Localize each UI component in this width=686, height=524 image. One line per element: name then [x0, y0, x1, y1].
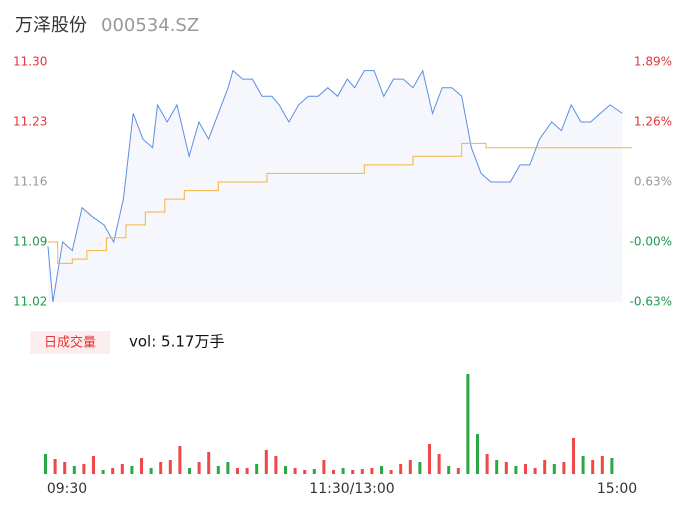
y2-tick-label: -0.00% — [630, 235, 672, 249]
volume-bar — [360, 469, 364, 474]
volume-bar — [437, 454, 441, 474]
volume-bar — [149, 468, 153, 474]
x-tick-label: 11:30/13:00 — [309, 481, 394, 497]
volume-bar — [476, 434, 479, 474]
volume-bar — [428, 444, 431, 474]
volume-bar — [572, 438, 575, 474]
volume-bar — [130, 466, 134, 474]
volume-bar — [188, 468, 191, 474]
volume-bar — [456, 468, 460, 474]
volume-bar — [101, 470, 105, 474]
y2-tick-label: 0.63% — [634, 175, 672, 189]
volume-bar — [322, 460, 326, 474]
volume-badge — [30, 331, 110, 354]
volume-bar — [63, 462, 67, 474]
volume-bar — [264, 450, 268, 474]
volume-bar — [447, 466, 451, 474]
volume-bar — [159, 462, 163, 474]
volume-bar — [293, 468, 297, 474]
price-line — [47, 69, 623, 303]
volume-bar — [485, 454, 489, 474]
y-tick-label: 11.30 — [13, 55, 47, 69]
volume-bar — [504, 462, 508, 474]
volume-bar — [53, 459, 57, 474]
volume-annotation: vol: 5.17万手 — [129, 333, 224, 351]
volume-bar — [274, 456, 278, 474]
volume-bar — [82, 464, 86, 474]
y2-tick-label: -0.63% — [630, 295, 672, 309]
volume-bar — [111, 468, 115, 474]
x-tick-label: 09:30 — [47, 481, 87, 497]
volume-bar — [120, 464, 124, 474]
volume-bar — [581, 456, 585, 474]
volume-bar — [303, 470, 307, 474]
volume-bar — [562, 462, 566, 474]
y-tick-label: 11.23 — [13, 115, 47, 129]
y2-tick-label: 1.26% — [634, 115, 672, 129]
volume-bar — [591, 460, 595, 474]
x-tick-label: 15:00 — [597, 481, 637, 497]
volume-bar — [207, 452, 211, 474]
volume-bar — [216, 466, 220, 474]
volume-bar — [140, 458, 143, 474]
stock-code: 000534.SZ — [101, 15, 199, 36]
volume-bar — [168, 460, 172, 474]
y2-tick-label: 1.89% — [634, 55, 672, 69]
volume-bar — [226, 462, 230, 474]
volume-title: 日成交量 — [44, 335, 96, 351]
volume-bar — [245, 468, 249, 474]
volume-bar — [466, 374, 470, 474]
volume-bar — [524, 464, 527, 474]
volume-bar — [408, 460, 412, 474]
volume-bar — [389, 470, 393, 474]
y-tick-label: 11.02 — [13, 295, 47, 309]
volume-bar — [178, 446, 182, 474]
volume-bar — [543, 460, 547, 474]
average-line — [48, 142, 632, 264]
volume-bar — [552, 464, 556, 474]
volume-bar — [495, 460, 499, 474]
volume-bar — [533, 468, 537, 474]
stock-name: 万泽股份 — [15, 15, 87, 36]
volume-bar — [514, 466, 518, 474]
volume-bar — [610, 458, 614, 474]
volume-bar — [92, 456, 95, 474]
volume-bar — [255, 464, 259, 474]
volume-bar — [351, 470, 355, 474]
volume-bar — [72, 466, 76, 474]
volume-bar — [197, 462, 201, 474]
volume-bar — [332, 470, 335, 474]
price-area — [48, 70, 623, 302]
volume-bar — [399, 464, 403, 474]
volume-bar — [370, 468, 374, 474]
y-tick-label: 11.16 — [13, 175, 47, 189]
volume-bar — [236, 468, 239, 474]
volume-bar — [380, 466, 383, 474]
volume-bar — [341, 468, 345, 474]
volume-bar — [284, 466, 287, 474]
y-tick-label: 11.09 — [13, 235, 47, 249]
volume-bar — [600, 456, 604, 474]
volume-bar — [312, 469, 316, 474]
volume-bar — [418, 462, 422, 474]
volume-bar — [44, 454, 47, 474]
